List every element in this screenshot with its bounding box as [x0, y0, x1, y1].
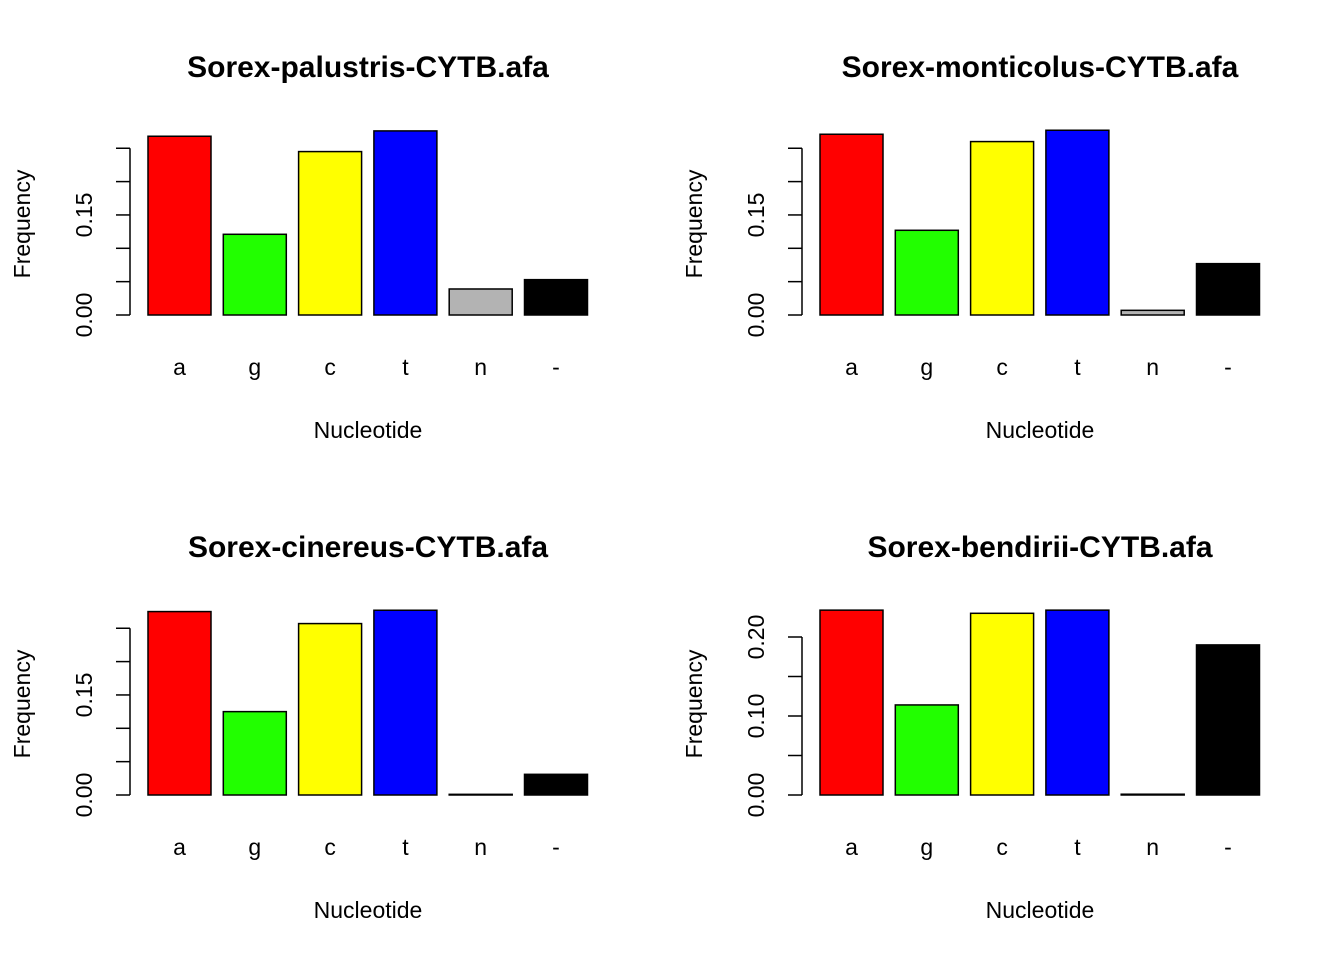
- bar-c: [297, 150, 363, 316]
- bar-n: [1120, 309, 1185, 316]
- x-tick-label: a: [173, 354, 186, 380]
- panel-sorex-palustris: Sorex-palustris-CYTB.afa Frequency Nucle…: [9, 51, 589, 443]
- x-tick-label: -: [1224, 354, 1232, 380]
- bar-t: [1045, 129, 1110, 316]
- x-tick-label: -: [552, 834, 560, 860]
- bar-g: [894, 229, 960, 316]
- x-axis-label: Nucleotide: [314, 417, 423, 443]
- x-tick-label: g: [920, 834, 933, 860]
- bar-g: [222, 233, 288, 316]
- y-tick-label: 0.10: [743, 694, 769, 739]
- x-tick-label: c: [996, 354, 1008, 380]
- chart-title: Sorex-bendirii-CYTB.afa: [867, 531, 1212, 564]
- y-tick-label: 0.15: [71, 673, 97, 718]
- bar-g: [894, 704, 960, 796]
- x-tick-label: n: [1146, 354, 1159, 380]
- y-tick-label: 0.00: [743, 293, 769, 338]
- x-tick-label: a: [173, 834, 186, 860]
- x-tick-label: t: [1074, 354, 1081, 380]
- x-tick-label: n: [1146, 834, 1159, 860]
- bar-a: [147, 135, 212, 316]
- y-tick-label: 0.15: [71, 193, 97, 238]
- y-axis-label: Frequency: [681, 649, 707, 758]
- y-axis: 0.00 0.15: [71, 147, 131, 338]
- chart-title: Sorex-palustris-CYTB.afa: [187, 51, 549, 84]
- bar-n: [448, 793, 513, 796]
- bar-gap: [1195, 644, 1261, 796]
- y-axis-label: Frequency: [9, 169, 35, 278]
- y-tick-label: 0.20: [743, 615, 769, 660]
- x-axis-label: Nucleotide: [986, 897, 1095, 923]
- bar-c: [969, 140, 1035, 316]
- bar-gap: [523, 773, 589, 796]
- bar-a: [147, 610, 212, 796]
- y-axis: 0.00 0.15: [71, 627, 131, 818]
- x-tick-label: g: [248, 354, 261, 380]
- bar-group: [147, 130, 589, 316]
- bar-group: [819, 129, 1261, 316]
- bar-gap: [1195, 262, 1261, 316]
- chart-title: Sorex-monticolus-CYTB.afa: [842, 51, 1239, 84]
- x-tick-label: n: [474, 834, 487, 860]
- chart-title: Sorex-cinereus-CYTB.afa: [188, 531, 548, 564]
- x-tick-label: -: [552, 354, 560, 380]
- panel-sorex-monticolus: Sorex-monticolus-CYTB.afa Frequency Nucl…: [681, 51, 1261, 443]
- x-tick-label: -: [1224, 834, 1232, 860]
- x-tick-label: g: [248, 834, 261, 860]
- bar-c: [297, 622, 363, 796]
- y-tick-label: 0.00: [71, 293, 97, 338]
- y-axis: 0.00 0.10 0.20: [743, 615, 803, 818]
- bar-t: [373, 130, 438, 316]
- bar-t: [373, 609, 438, 796]
- bar-group: [819, 609, 1261, 796]
- bar-c: [969, 612, 1035, 796]
- x-tick-label: g: [920, 354, 933, 380]
- x-tick-label: t: [402, 834, 409, 860]
- x-tick-label: c: [324, 834, 336, 860]
- bar-group: [147, 609, 589, 796]
- x-tick-label: n: [474, 354, 487, 380]
- x-tick-label: c: [324, 354, 336, 380]
- x-axis-label: Nucleotide: [314, 897, 423, 923]
- x-tick-label: a: [845, 834, 858, 860]
- bar-gap: [523, 278, 589, 316]
- panel-sorex-cinereus: Sorex-cinereus-CYTB.afa Frequency Nucleo…: [9, 531, 589, 923]
- panel-sorex-bendirii: Sorex-bendirii-CYTB.afa Frequency Nucleo…: [681, 531, 1261, 923]
- y-tick-label: 0.00: [743, 773, 769, 818]
- bar-t: [1045, 609, 1110, 796]
- x-tick-label: t: [1074, 834, 1081, 860]
- y-axis-label: Frequency: [681, 169, 707, 278]
- y-tick-label: 0.15: [743, 193, 769, 238]
- y-axis: 0.00 0.15: [743, 147, 803, 338]
- y-axis-label: Frequency: [9, 649, 35, 758]
- bar-a: [819, 609, 884, 796]
- x-tick-label: a: [845, 354, 858, 380]
- bar-n: [1120, 793, 1185, 796]
- bar-n: [448, 288, 513, 316]
- x-axis-label: Nucleotide: [986, 417, 1095, 443]
- bar-g: [222, 710, 288, 796]
- x-tick-label: c: [996, 834, 1008, 860]
- x-tick-label: t: [402, 354, 409, 380]
- y-tick-label: 0.00: [71, 773, 97, 818]
- bar-a: [819, 133, 884, 316]
